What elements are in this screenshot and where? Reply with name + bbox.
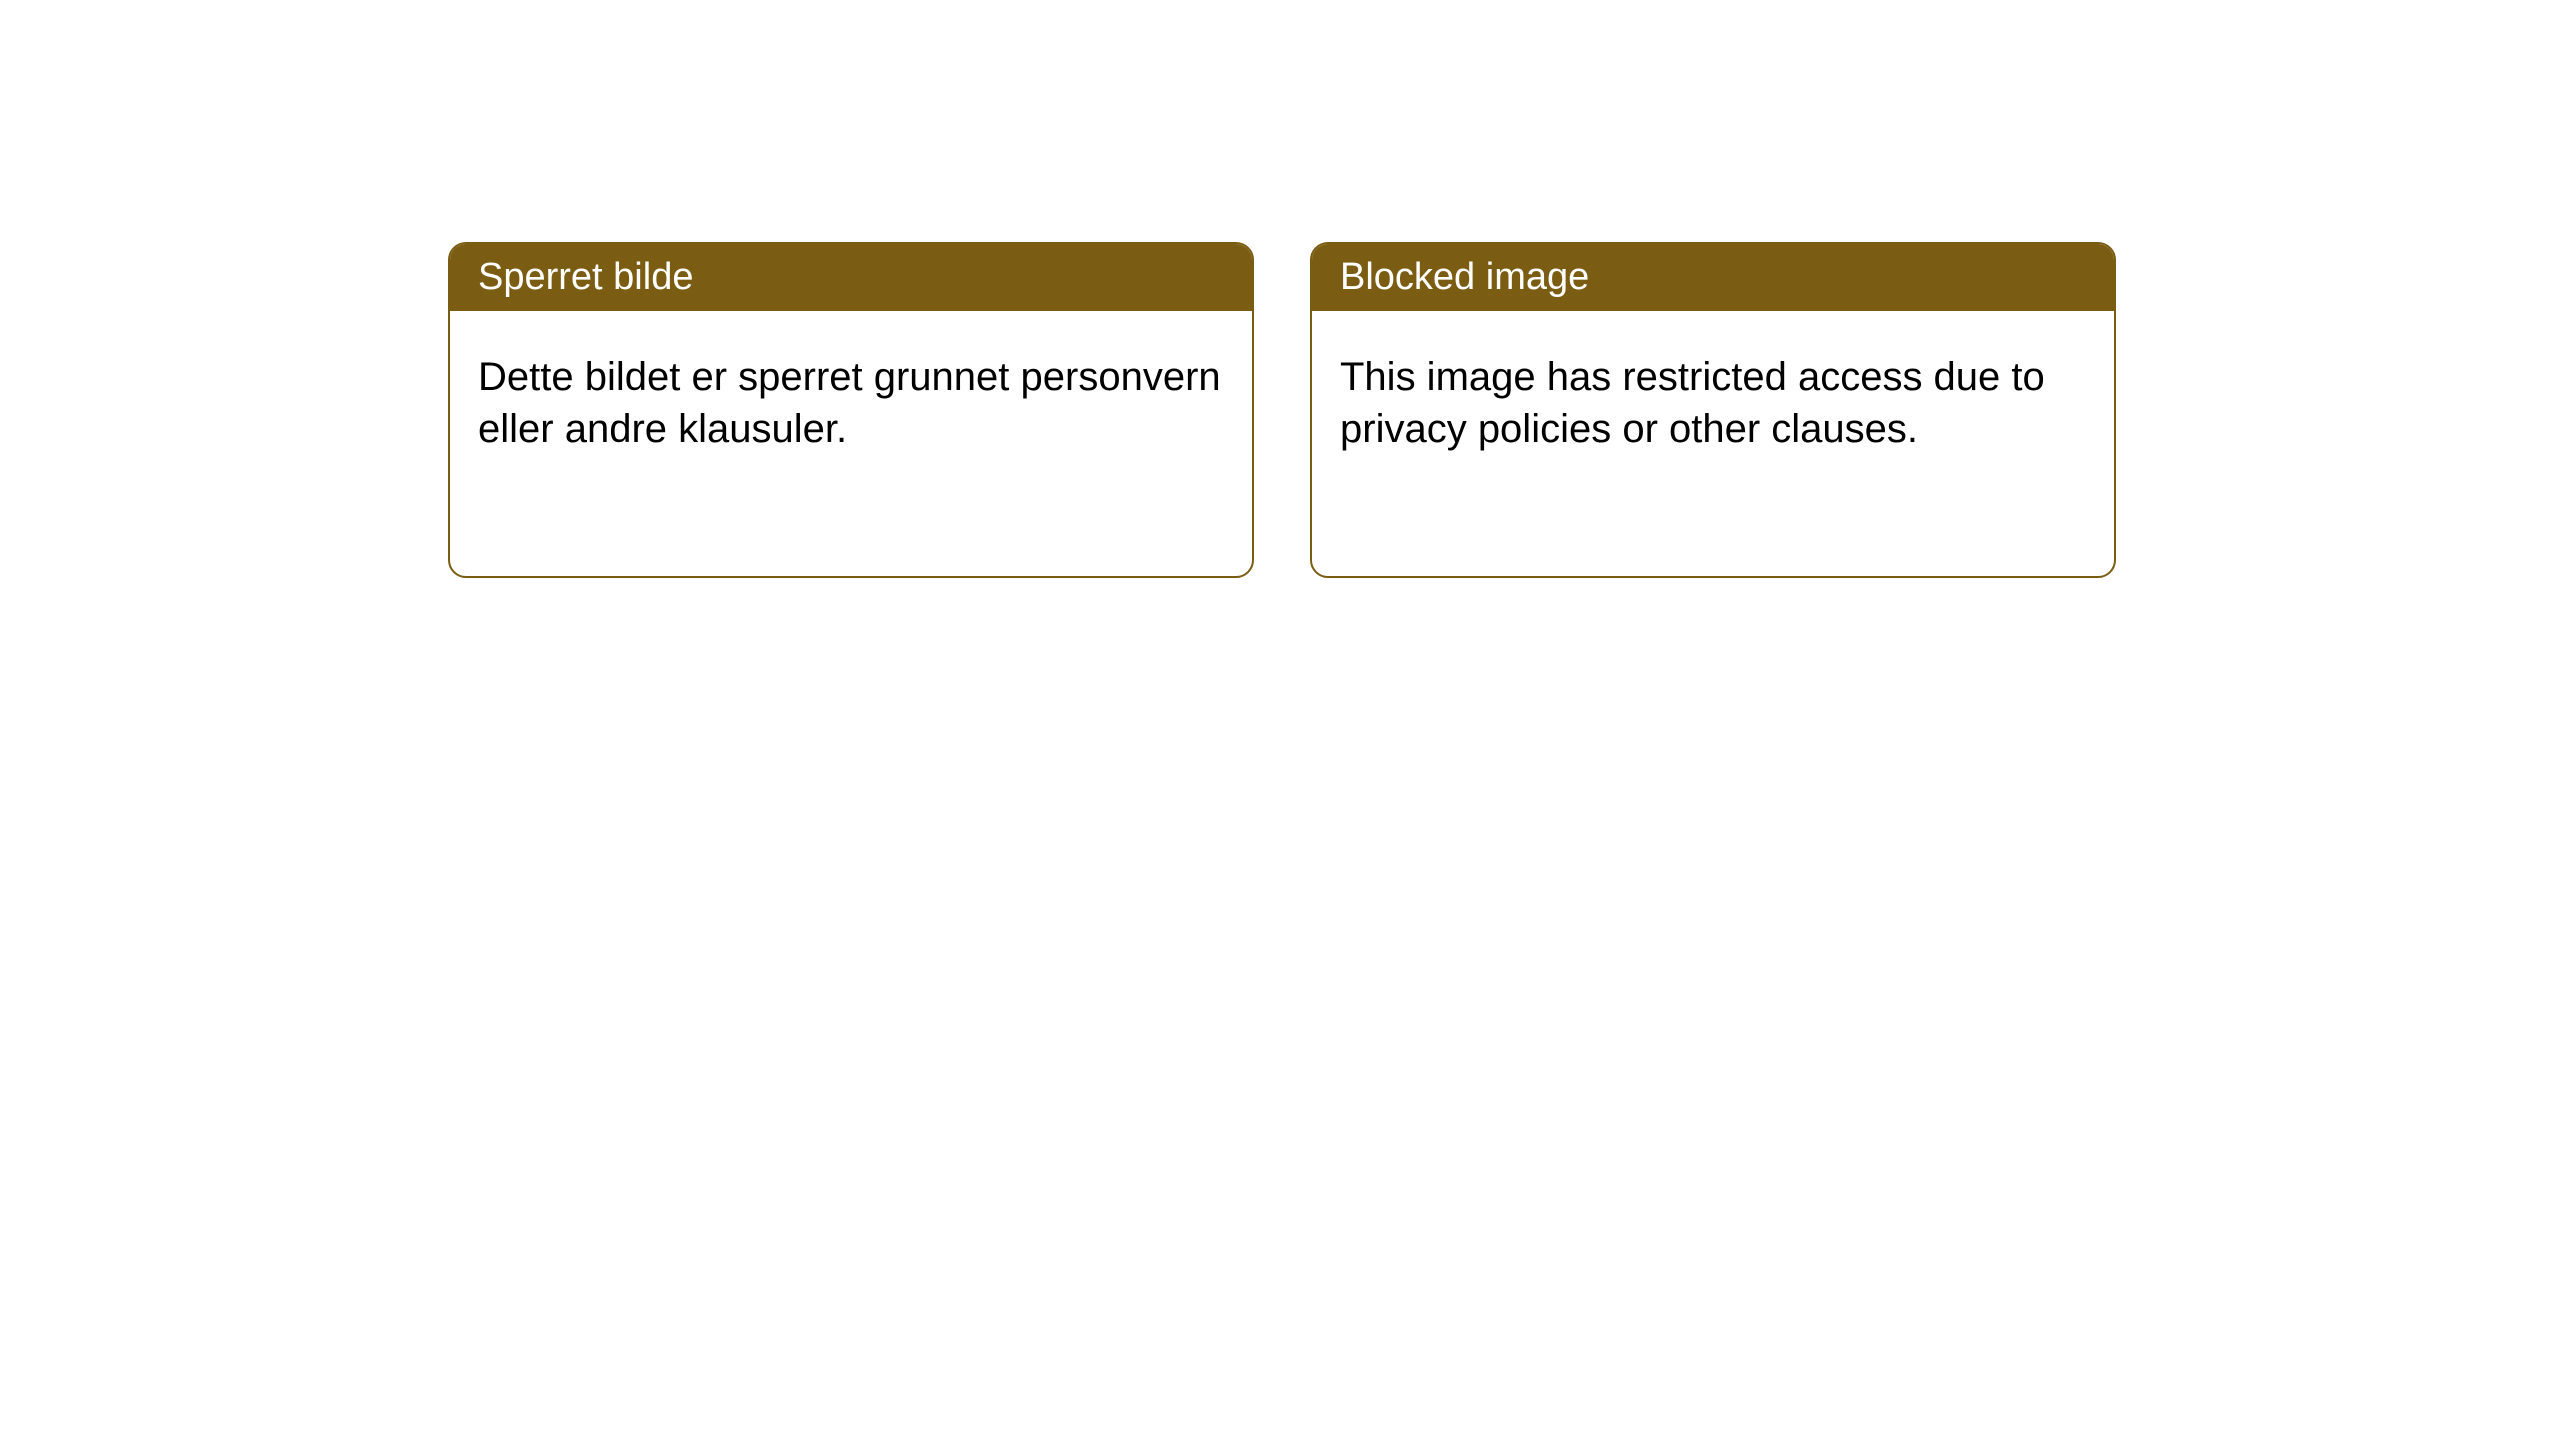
card-body: Dette bildet er sperret grunnet personve… [450, 311, 1252, 483]
card-header: Sperret bilde [450, 244, 1252, 311]
card-header: Blocked image [1312, 244, 2114, 311]
blocked-image-card-norwegian: Sperret bilde Dette bildet er sperret gr… [448, 242, 1254, 578]
card-body: This image has restricted access due to … [1312, 311, 2114, 483]
notice-cards-container: Sperret bilde Dette bildet er sperret gr… [0, 0, 2560, 578]
blocked-image-card-english: Blocked image This image has restricted … [1310, 242, 2116, 578]
